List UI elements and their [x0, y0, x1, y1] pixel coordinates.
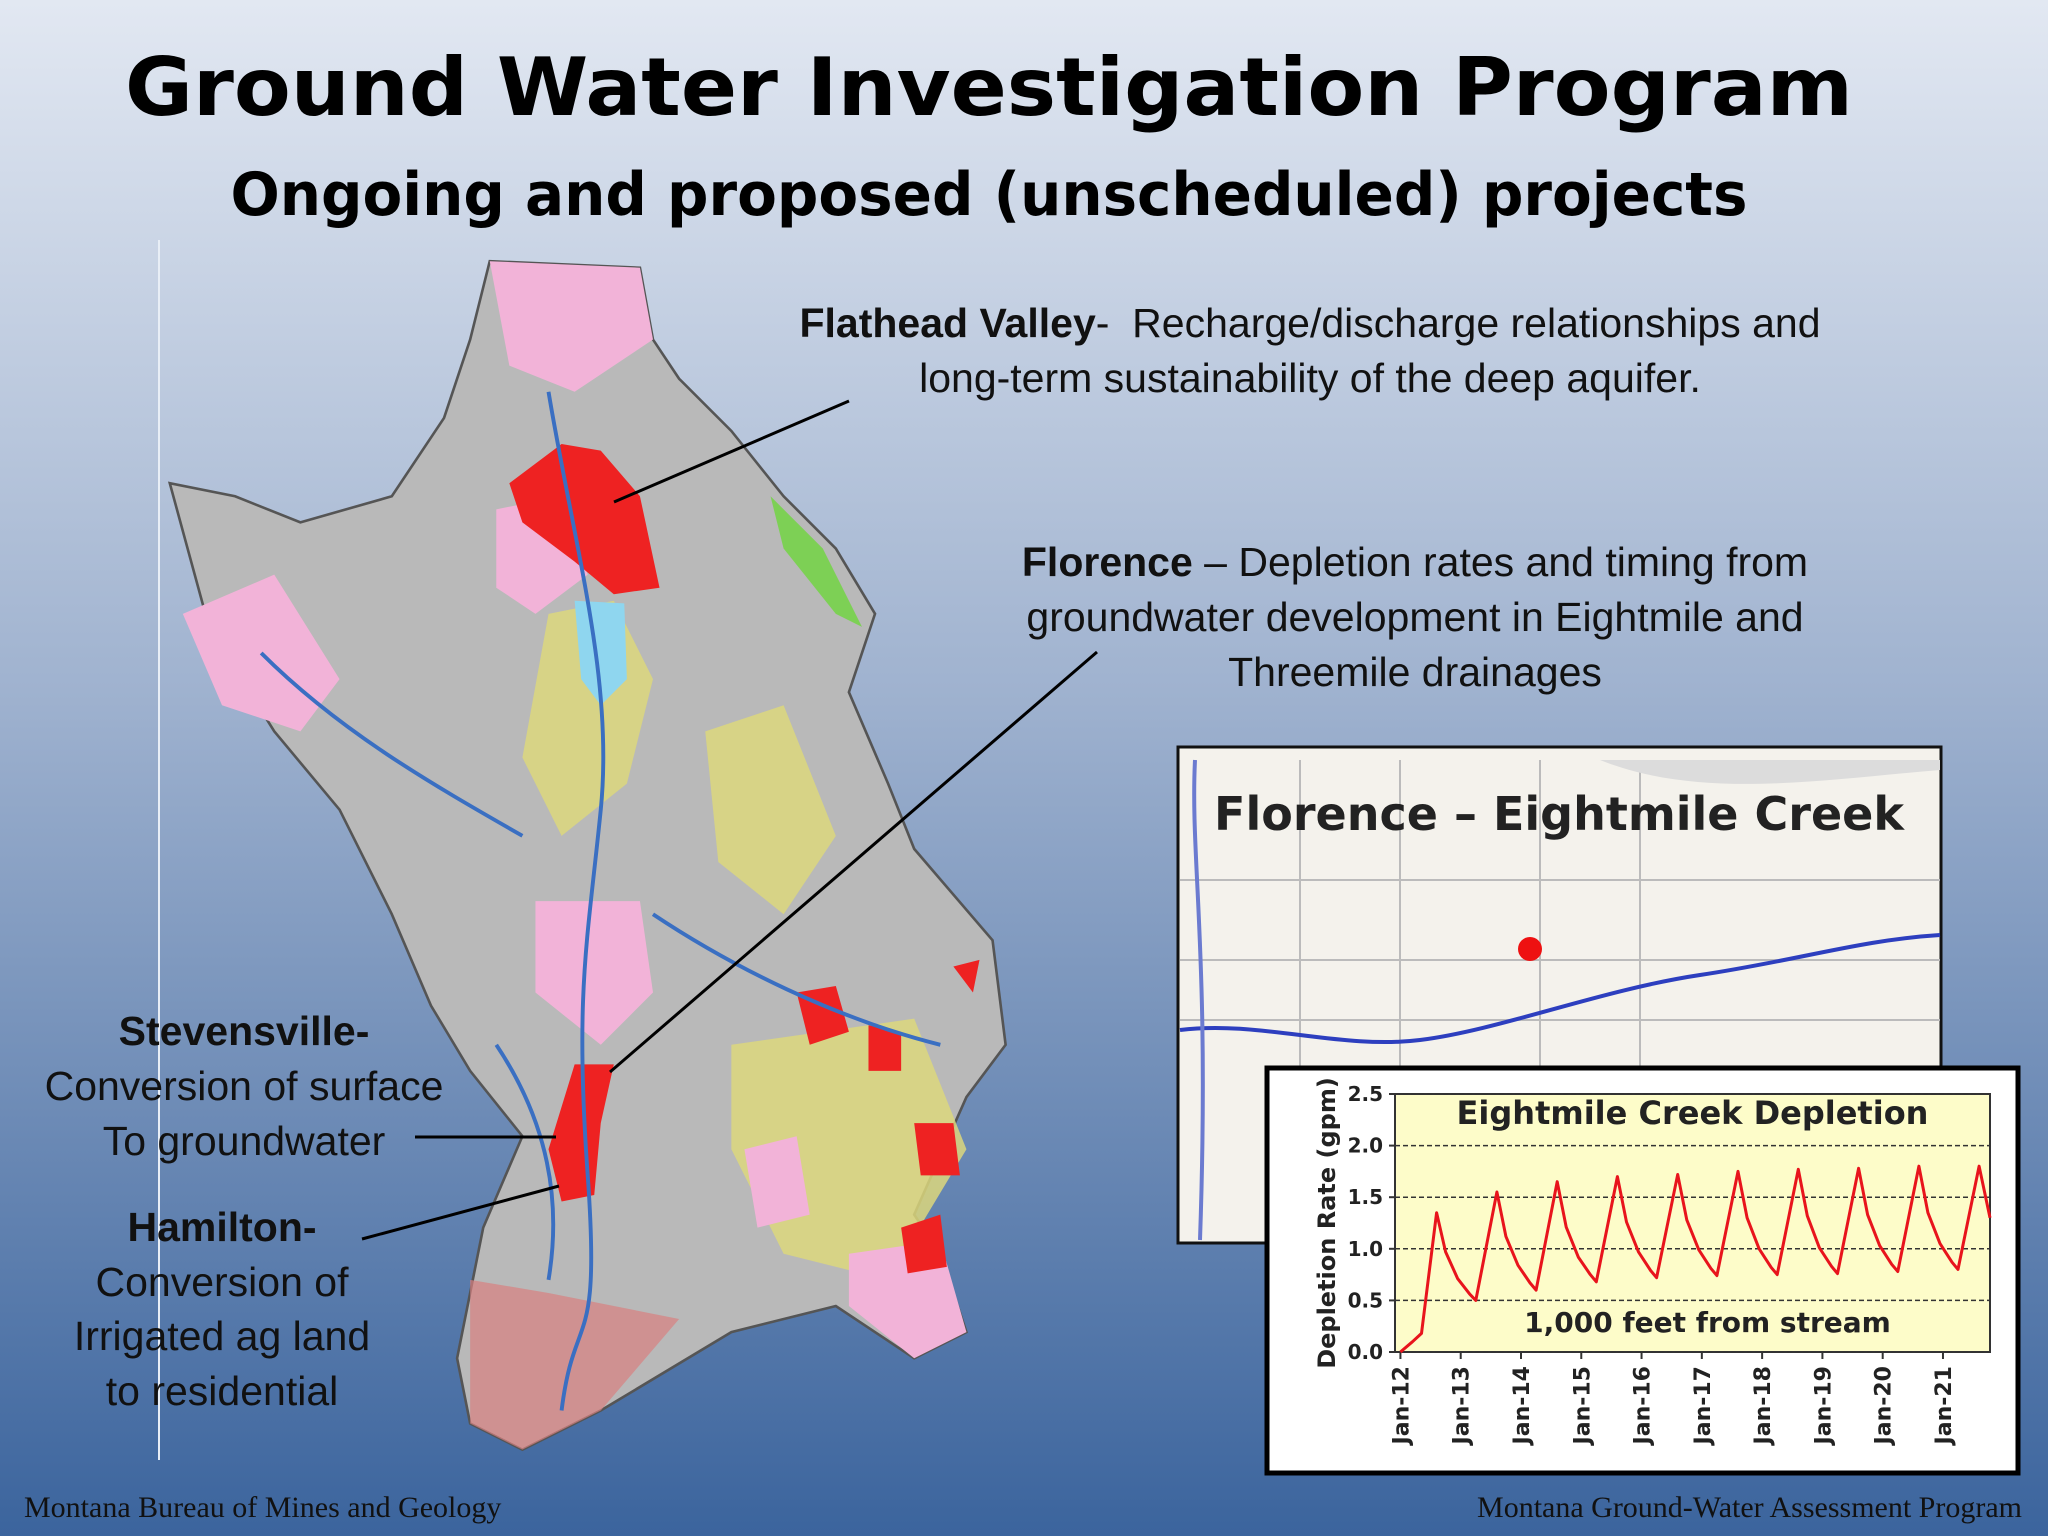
- stevensville-text: Conversion of surface: [45, 1063, 444, 1109]
- lake: [574, 600, 627, 706]
- footer-left: Montana Bureau of Mines and Geology: [24, 1491, 501, 1524]
- x-tick-label: Jan-14: [1510, 1366, 1535, 1446]
- y-tick-label: 2.5: [1348, 1082, 1383, 1106]
- y-tick-label: 0.5: [1348, 1288, 1383, 1312]
- florence-text: – Depletion rates and timing from: [1193, 539, 1808, 585]
- x-tick-label: Jan-15: [1570, 1366, 1595, 1446]
- green-area: [770, 496, 862, 627]
- hillshade-red: [470, 1279, 680, 1450]
- flathead-line: Flathead Valley- Recharge/discharge rela…: [800, 300, 1821, 346]
- hamilton-text: Conversion of: [96, 1259, 350, 1305]
- proposed-areas: [182, 261, 967, 1359]
- florence-text: Threemile drainages: [1228, 649, 1602, 695]
- hamilton-label: Hamilton-: [127, 1204, 316, 1250]
- flathead-label: Flathead Valley: [800, 300, 1096, 346]
- x-tick-label: Jan-21: [1932, 1366, 1957, 1446]
- ongoing-areas: [509, 444, 980, 1274]
- hamilton-text: to residential: [106, 1368, 338, 1414]
- chart-annotation: 1,000 feet from stream: [1524, 1306, 1891, 1339]
- plot-area: [1394, 1093, 1991, 1353]
- y-tick-label: 2.0: [1348, 1134, 1383, 1158]
- footer-right: Montana Ground-Water Assessment Program: [1477, 1491, 2022, 1524]
- map: [167, 259, 1007, 1452]
- x-tick-label: Jan-16: [1631, 1366, 1656, 1446]
- florence-text: groundwater development in Eightmile and: [1026, 594, 1803, 640]
- florence-line: Florence – Depletion rates and timing fr…: [1022, 539, 1808, 585]
- x-tick-label: Jan-13: [1450, 1366, 1475, 1446]
- stevensville-text: To groundwater: [103, 1118, 386, 1164]
- rivers: [259, 391, 941, 1411]
- y-tick-label: 1.0: [1348, 1237, 1383, 1261]
- x-tick-label: Jan-18: [1751, 1366, 1776, 1446]
- leader-lines: [361, 399, 1098, 1241]
- valley-fill: [522, 600, 967, 1280]
- subtitle: Ongoing and proposed (unscheduled) proje…: [231, 160, 1748, 230]
- x-tick-label: Jan-19: [1811, 1366, 1836, 1446]
- y-tick-label: 1.5: [1348, 1185, 1383, 1209]
- y-axis-label: Depletion Rate (gpm): [1313, 1077, 1341, 1369]
- data-line: [1399, 1164, 1992, 1354]
- inset-map-title: Florence – Eightmile Creek: [1214, 787, 1905, 841]
- stevensville-label: Stevensville-: [119, 1008, 370, 1054]
- x-tick-label: Jan-17: [1691, 1366, 1716, 1446]
- flathead-text: - Recharge/discharge relationships and: [1096, 300, 1821, 346]
- hamilton-text: Irrigated ag land: [74, 1313, 370, 1359]
- chart-title: Eightmile Creek Depletion: [1457, 1094, 1929, 1132]
- x-tick-label: Jan-12: [1389, 1366, 1414, 1446]
- flathead-text: long-term sustainability of the deep aqu…: [919, 355, 1701, 401]
- florence-label: Florence: [1022, 539, 1193, 585]
- chart: 0.0 0.5 1.0 1.5 2.0 2.5 Jan-12 Jan-13 Jan-14 Jan-…: [1313, 1077, 1992, 1446]
- y-tick-label: 0.0: [1348, 1340, 1383, 1364]
- x-tick-label: Jan-20: [1872, 1366, 1897, 1446]
- title: Ground Water Investigation Program: [125, 41, 1853, 134]
